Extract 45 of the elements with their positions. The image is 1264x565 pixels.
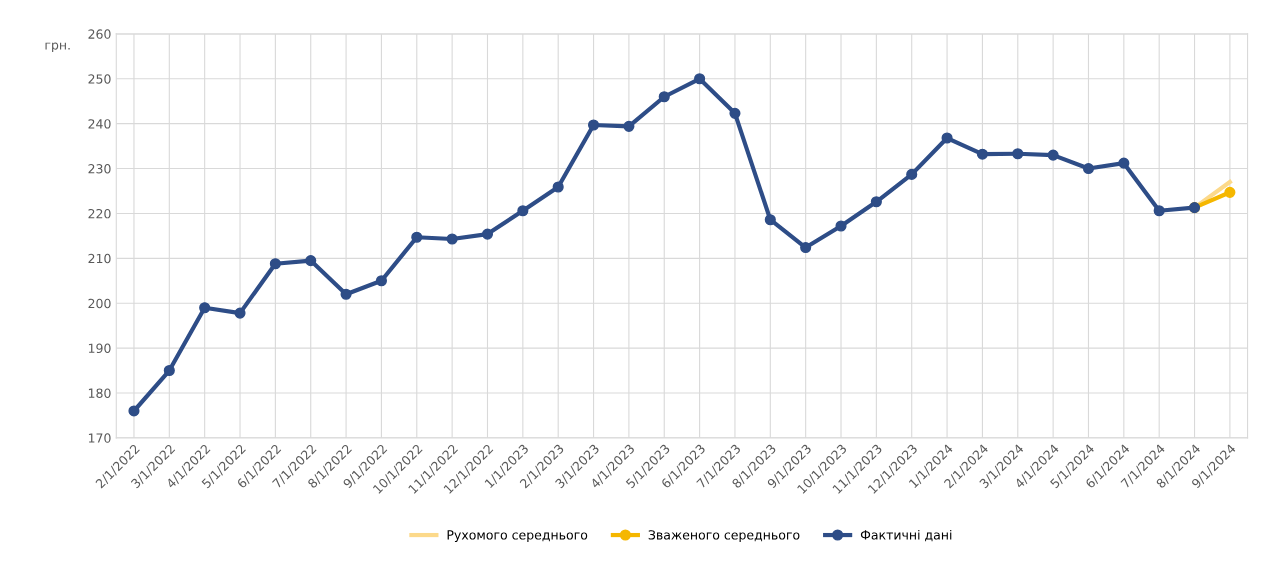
point [305, 255, 317, 267]
legend-label: Рухомого середнього [447, 530, 588, 543]
point [658, 91, 670, 103]
point [234, 307, 246, 319]
point [835, 220, 847, 232]
point [941, 132, 953, 144]
point [764, 214, 776, 226]
point [729, 107, 741, 119]
point [1082, 163, 1095, 175]
y-tick-label: 170 [88, 433, 111, 443]
legend-label: Зваженого середнього [648, 530, 800, 543]
y-tick-label: 260 [88, 29, 111, 39]
point [446, 233, 458, 245]
point [1153, 205, 1165, 217]
point [906, 168, 918, 180]
point [694, 73, 706, 85]
y-tick-label: 230 [88, 164, 111, 174]
point [411, 231, 423, 243]
point [481, 228, 494, 240]
y-tick-label: 190 [88, 343, 111, 354]
y-axis-title: грн. [45, 42, 70, 53]
y-tick-label: 180 [88, 388, 111, 398]
point [587, 119, 600, 131]
legend-label: Фактичні дані [860, 529, 952, 542]
y-tick-label: 200 [88, 298, 111, 309]
point [1118, 157, 1130, 169]
y-tick-label: 210 [88, 253, 111, 264]
point [269, 258, 281, 270]
point [1047, 149, 1059, 161]
point [375, 275, 387, 287]
point [552, 181, 564, 193]
point [623, 120, 635, 132]
point [800, 242, 812, 254]
point [163, 364, 175, 377]
point [1224, 186, 1236, 198]
point [976, 148, 988, 160]
y-tick-label: 240 [88, 119, 111, 129]
point [128, 405, 140, 417]
point [199, 302, 211, 314]
point [340, 288, 352, 300]
point [517, 205, 529, 217]
y-tick-label: 250 [88, 74, 111, 84]
y-tick-label: 220 [88, 208, 111, 219]
point [870, 196, 882, 208]
point [1012, 148, 1024, 160]
